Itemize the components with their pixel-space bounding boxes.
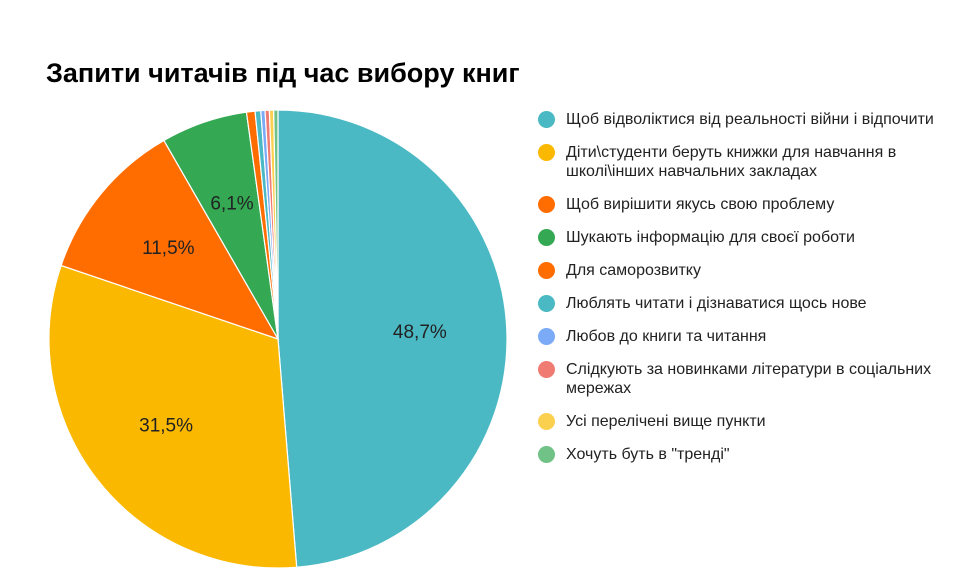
legend-swatch bbox=[538, 328, 555, 345]
legend-item: Слідкують за новинками літератури в соці… bbox=[538, 360, 948, 398]
slice-value-label: 48,7% bbox=[393, 322, 447, 343]
legend-item: Діти\студенти беруть книжки для навчання… bbox=[538, 143, 948, 181]
legend-item: Любов до книги та читання bbox=[538, 327, 948, 346]
legend-label: Люблять читати і дізнаватися щось нове bbox=[566, 295, 867, 312]
slice-value-label: 6,1% bbox=[210, 194, 253, 215]
legend-swatch bbox=[538, 295, 555, 312]
legend-label: Шукають інформацію для своєї роботи bbox=[566, 229, 855, 246]
legend-item: Щоб вирішити якусь свою проблему bbox=[538, 195, 948, 214]
slice-value-label: 11,5% bbox=[142, 238, 195, 259]
legend-swatch bbox=[538, 196, 555, 213]
legend-label: Щоб відволіктися від реальності війни і … bbox=[566, 111, 934, 128]
legend-swatch bbox=[538, 144, 555, 161]
chart-title: Запити читачів під час вибору книг bbox=[46, 58, 520, 88]
legend-swatch bbox=[538, 446, 555, 463]
pie-slice-1 bbox=[277, 109, 508, 568]
legend-item: Для саморозвитку bbox=[538, 261, 948, 280]
pie-slice-3 bbox=[60, 139, 280, 341]
legend-label: Діти\студенти беруть книжки для навчання… bbox=[566, 144, 897, 180]
legend-item: Хочуть буть в "тренді" bbox=[538, 445, 948, 464]
legend-item: Щоб відволіктися від реальності війни і … bbox=[538, 110, 948, 129]
legend-label: Хочуть буть в "тренді" bbox=[566, 446, 730, 463]
legend-swatch bbox=[538, 111, 555, 128]
legend-swatch bbox=[538, 229, 555, 246]
pie-chart: 48,7% 31,5% 11,5% 6,1% bbox=[48, 109, 508, 569]
pie-slice-2 bbox=[48, 264, 298, 569]
chart-legend: Щоб відволіктися від реальності війни і … bbox=[538, 110, 948, 478]
legend-item: Шукають інформацію для своєї роботи bbox=[538, 228, 948, 247]
pie-slice-10 bbox=[273, 109, 279, 340]
legend-swatch bbox=[538, 262, 555, 279]
legend-label: Слідкують за новинками літератури в соці… bbox=[566, 361, 932, 397]
legend-item: Люблять читати і дізнаватися щось нове bbox=[538, 294, 948, 313]
slice-value-label: 31,5% bbox=[139, 415, 193, 436]
legend-swatch bbox=[538, 361, 555, 378]
legend-label: Щоб вирішити якусь свою проблему bbox=[566, 196, 835, 213]
legend-label: Любов до книги та читання bbox=[566, 328, 767, 345]
legend-item: Усі перелічені вище пункти bbox=[538, 412, 948, 431]
legend-swatch bbox=[538, 413, 555, 430]
legend-label: Усі перелічені вище пункти bbox=[566, 413, 766, 430]
legend-label: Для саморозвитку bbox=[566, 262, 701, 279]
